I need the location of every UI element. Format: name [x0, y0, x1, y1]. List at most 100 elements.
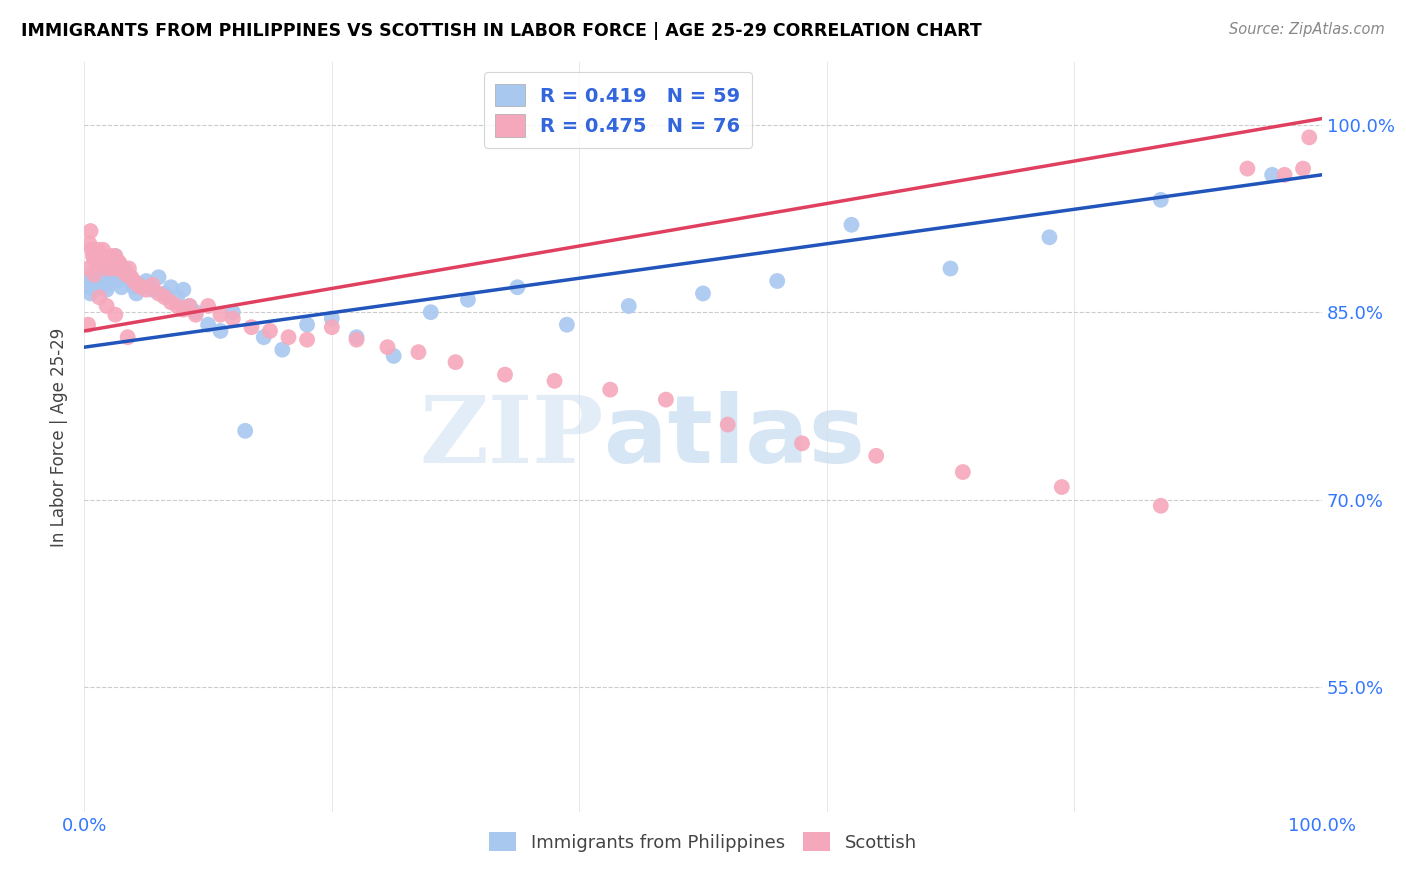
- Point: [444, 355, 467, 369]
- Point: [1150, 193, 1173, 207]
- Point: [98, 258, 121, 272]
- Point: [148, 286, 170, 301]
- Point: [82, 277, 104, 292]
- Text: IMMIGRANTS FROM PHILIPPINES VS SCOTTISH IN LABOR FORCE | AGE 25-29 CORRELATION C: IMMIGRANTS FROM PHILIPPINES VS SCOTTISH …: [21, 22, 981, 40]
- Point: [96, 261, 118, 276]
- Point: [93, 252, 115, 267]
- Point: [79, 236, 101, 251]
- Point: [617, 299, 640, 313]
- Point: [100, 261, 122, 276]
- Point: [77, 261, 100, 276]
- Point: [104, 249, 127, 263]
- Point: [120, 274, 142, 288]
- Point: [120, 270, 142, 285]
- Point: [494, 368, 516, 382]
- Point: [1050, 480, 1073, 494]
- Point: [112, 261, 135, 276]
- Point: [1236, 161, 1258, 176]
- Point: [939, 261, 962, 276]
- Point: [259, 324, 281, 338]
- Point: [346, 333, 368, 347]
- Point: [89, 261, 111, 276]
- Point: [692, 286, 714, 301]
- Point: [166, 299, 188, 313]
- Legend: Immigrants from Philippines, Scottish: Immigrants from Philippines, Scottish: [482, 824, 924, 859]
- Point: [90, 270, 112, 285]
- Point: [104, 249, 127, 263]
- Point: [89, 290, 111, 304]
- Point: [91, 243, 114, 257]
- Point: [506, 280, 529, 294]
- Point: [240, 320, 263, 334]
- Point: [209, 308, 232, 322]
- Point: [419, 305, 441, 319]
- Point: [1298, 130, 1320, 145]
- Point: [122, 280, 145, 294]
- Point: [952, 465, 974, 479]
- Point: [321, 320, 343, 334]
- Point: [141, 283, 163, 297]
- Point: [83, 268, 105, 282]
- Point: [104, 308, 127, 322]
- Point: [253, 330, 276, 344]
- Point: [346, 330, 368, 344]
- Point: [79, 274, 101, 288]
- Point: [107, 261, 129, 276]
- Point: [457, 293, 479, 307]
- Point: [321, 311, 343, 326]
- Point: [153, 286, 176, 301]
- Point: [89, 252, 111, 267]
- Point: [129, 280, 152, 294]
- Point: [766, 274, 789, 288]
- Point: [89, 280, 111, 294]
- Point: [271, 343, 294, 357]
- Point: [148, 270, 170, 285]
- Point: [184, 308, 207, 322]
- Point: [90, 249, 112, 263]
- Point: [135, 274, 157, 288]
- Point: [77, 318, 100, 332]
- Point: [93, 268, 115, 282]
- Point: [141, 277, 163, 292]
- Point: [295, 333, 318, 347]
- Text: atlas: atlas: [605, 391, 865, 483]
- Point: [94, 274, 117, 288]
- Point: [233, 424, 256, 438]
- Point: [1292, 161, 1315, 176]
- Point: [96, 283, 118, 297]
- Point: [865, 449, 887, 463]
- Point: [543, 374, 565, 388]
- Point: [80, 268, 103, 282]
- Point: [382, 349, 405, 363]
- Point: [166, 290, 188, 304]
- Point: [110, 258, 132, 272]
- Text: ZIP: ZIP: [420, 392, 605, 482]
- Point: [555, 318, 578, 332]
- Point: [197, 299, 219, 313]
- Point: [179, 299, 201, 313]
- Point: [83, 252, 105, 267]
- Point: [80, 243, 103, 257]
- Point: [1038, 230, 1060, 244]
- Point: [222, 311, 245, 326]
- Point: [122, 274, 145, 288]
- Y-axis label: In Labor Force | Age 25-29: In Labor Force | Age 25-29: [51, 327, 69, 547]
- Text: Source: ZipAtlas.com: Source: ZipAtlas.com: [1229, 22, 1385, 37]
- Point: [655, 392, 678, 407]
- Point: [108, 255, 131, 269]
- Point: [103, 258, 125, 272]
- Point: [117, 268, 139, 282]
- Point: [377, 340, 399, 354]
- Point: [118, 261, 141, 276]
- Point: [89, 258, 111, 272]
- Point: [112, 265, 135, 279]
- Point: [179, 299, 201, 313]
- Point: [129, 277, 152, 292]
- Point: [91, 277, 114, 292]
- Point: [86, 274, 108, 288]
- Point: [87, 243, 110, 257]
- Point: [160, 280, 183, 294]
- Point: [115, 268, 138, 282]
- Point: [87, 265, 110, 279]
- Point: [83, 283, 105, 297]
